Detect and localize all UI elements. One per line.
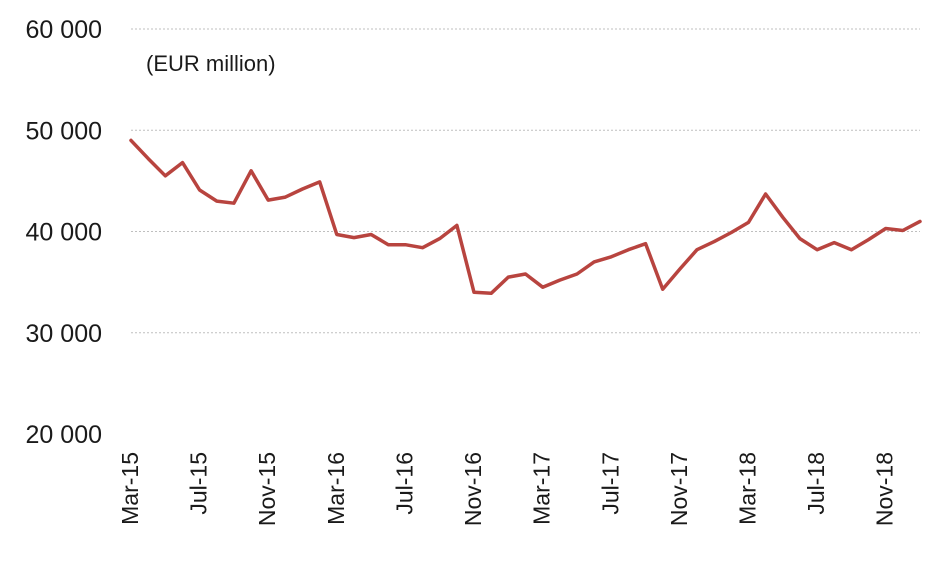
series-layer <box>129 138 922 296</box>
y-tick-label: 50 000 <box>26 117 102 145</box>
x-tick-label: Jul-15 <box>186 452 212 515</box>
x-tick-label: Nov-16 <box>460 452 486 526</box>
x-tick-label: Mar-15 <box>117 452 143 525</box>
x-tick-label: Nov-15 <box>254 452 280 526</box>
y-axis-ticks: 20 000 30 000 40 000 50 000 60 000 <box>26 16 102 449</box>
y-tick-label: 20 000 <box>26 421 102 449</box>
x-tick-label: Jul-16 <box>391 452 417 515</box>
series-line <box>129 138 922 296</box>
x-tick-label: Mar-16 <box>323 452 349 525</box>
gridlines <box>131 28 920 334</box>
unit-label: (EUR million) <box>146 51 276 76</box>
y-tick-label: 60 000 <box>26 16 102 44</box>
x-tick-label: Jul-17 <box>597 452 623 515</box>
y-tick-label: 40 000 <box>26 219 102 247</box>
x-axis-ticks: Mar-15 Jul-15 Nov-15 Mar-16 Jul-16 Nov-16 Mar-… <box>117 452 898 526</box>
x-tick-label: Mar-18 <box>735 452 761 525</box>
x-tick-label: Jul-18 <box>803 452 829 515</box>
x-tick-label: Nov-17 <box>666 452 692 526</box>
y-tick-label: 30 000 <box>26 320 102 348</box>
x-tick-label: Mar-17 <box>529 452 555 525</box>
x-tick-label: Nov-18 <box>872 452 898 526</box>
